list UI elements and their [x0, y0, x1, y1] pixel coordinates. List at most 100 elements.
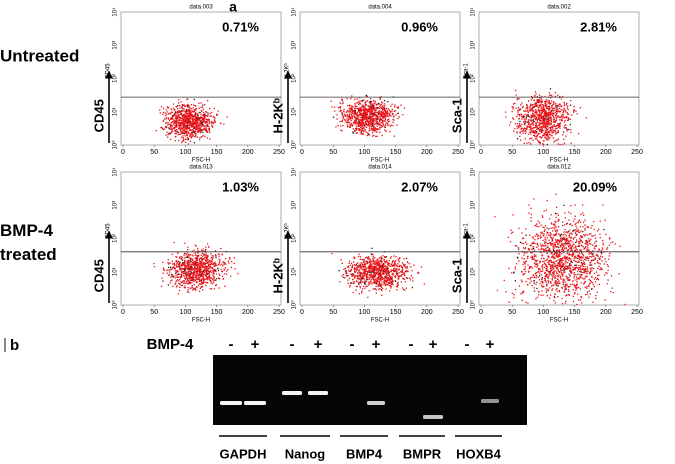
event-dot	[194, 288, 196, 290]
event-dot	[370, 126, 372, 128]
event-dot	[174, 130, 176, 132]
event-dot	[390, 105, 392, 107]
event-dot	[202, 278, 205, 280]
x-axis-label: FSC-H	[550, 158, 568, 164]
event-dot	[558, 111, 561, 113]
event-dot	[186, 133, 188, 136]
event-dot	[190, 269, 192, 271]
event-dot	[180, 112, 182, 114]
event-dot	[179, 113, 181, 115]
event-dot	[535, 274, 537, 276]
event-dot	[546, 105, 548, 107]
event-dot	[387, 282, 390, 284]
event-dot	[195, 134, 197, 136]
event-dot	[171, 253, 173, 255]
event-dot	[356, 274, 359, 277]
event-dot	[378, 107, 381, 110]
event-dot	[168, 274, 170, 277]
event-dot	[227, 269, 229, 271]
event-dot	[530, 115, 533, 117]
event-dot	[379, 121, 381, 123]
event-dot	[188, 269, 190, 271]
event-dot	[558, 124, 560, 127]
event-dot	[191, 277, 193, 279]
event-dot	[212, 257, 214, 259]
event-dot	[179, 257, 181, 260]
event-dot	[549, 272, 552, 274]
event-dot	[179, 123, 181, 125]
event-dot	[360, 133, 362, 135]
event-dot	[206, 137, 208, 139]
event-dot	[170, 128, 172, 130]
event-dot	[218, 273, 220, 275]
event-dot	[398, 116, 400, 118]
event-dot	[512, 118, 515, 120]
event-dot	[374, 107, 376, 109]
event-dot	[542, 143, 544, 145]
event-dot	[591, 224, 593, 227]
event-dot	[207, 260, 209, 262]
event-dot	[408, 263, 411, 265]
event-dot	[555, 125, 557, 127]
event-dot	[554, 121, 556, 123]
event-dot	[210, 261, 212, 263]
event-dot	[552, 110, 554, 112]
event-dot	[362, 259, 364, 261]
event-dot	[381, 284, 383, 286]
event-dot	[532, 139, 534, 141]
event-dot	[584, 247, 587, 249]
event-dot	[373, 129, 375, 131]
event-dot	[391, 276, 393, 278]
event-dot	[196, 286, 198, 289]
event-dot	[382, 287, 384, 290]
event-dot	[348, 117, 350, 119]
event-dot	[354, 110, 356, 112]
event-dot	[366, 275, 368, 277]
event-dot	[161, 127, 164, 130]
event-dot	[196, 281, 198, 283]
event-dot	[552, 227, 554, 229]
event-dot	[536, 139, 539, 141]
event-dot	[373, 277, 375, 279]
event-dot	[348, 108, 350, 110]
event-dot	[360, 272, 362, 274]
event-dot	[211, 279, 214, 281]
x-tick-label: 50	[329, 309, 337, 316]
event-dot	[599, 237, 601, 239]
event-dot	[346, 117, 348, 120]
event-dot	[551, 266, 553, 268]
event-dot	[586, 287, 588, 289]
event-dot	[548, 263, 550, 265]
event-dot	[180, 128, 182, 130]
event-dot	[382, 115, 384, 117]
event-dot	[523, 110, 525, 112]
event-dot	[386, 284, 388, 286]
event-dot	[367, 260, 369, 263]
event-dot	[568, 257, 570, 259]
event-dot	[385, 284, 387, 286]
event-dot	[562, 234, 564, 236]
event-dot	[153, 266, 156, 268]
x-tick-label: 0	[479, 149, 483, 156]
event-dot	[349, 110, 351, 112]
event-dot	[199, 287, 201, 289]
event-dot	[554, 107, 556, 109]
event-dot	[171, 131, 173, 133]
event-dot	[368, 278, 370, 280]
event-dot	[387, 268, 389, 270]
event-dot	[380, 262, 383, 264]
event-dot	[385, 277, 387, 280]
event-dot	[201, 116, 203, 118]
event-dot	[233, 262, 235, 264]
event-dot	[172, 107, 175, 110]
event-dot	[364, 114, 366, 117]
axis-arrowhead	[284, 70, 292, 79]
event-dot	[218, 253, 220, 255]
event-dot	[358, 121, 360, 123]
event-dot	[375, 104, 378, 106]
event-dot	[175, 264, 178, 266]
event-dot	[402, 288, 405, 291]
event-dot	[196, 127, 198, 129]
event-dot	[357, 128, 359, 130]
x-tick-label: 0	[300, 309, 304, 316]
